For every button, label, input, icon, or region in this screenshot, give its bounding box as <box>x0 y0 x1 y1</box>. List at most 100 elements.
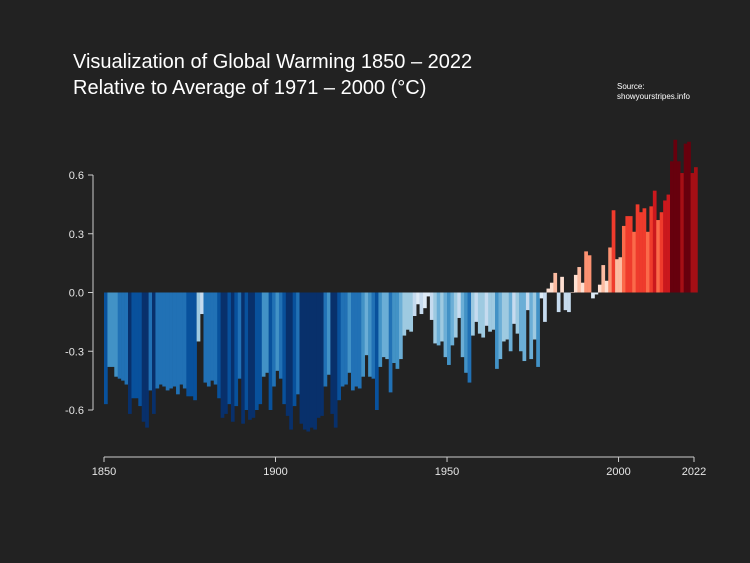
bar-1977 <box>539 292 544 299</box>
bar-1978 <box>543 292 547 322</box>
bar-1960 <box>481 292 486 338</box>
bar-1895 <box>258 292 263 405</box>
bar-1979 <box>546 288 551 293</box>
bar-1955 <box>464 292 468 373</box>
bar-1946 <box>433 292 438 344</box>
bar-1902 <box>282 292 287 405</box>
bar-1950 <box>447 292 451 365</box>
bar-2021 <box>690 173 695 293</box>
bar-1876 <box>193 292 197 401</box>
bar-1928 <box>371 292 376 379</box>
chart-title: Visualization of Global Warming 1850 – 2… <box>73 51 473 73</box>
y-tick-label: 0.3 <box>69 229 84 241</box>
bar-1919 <box>340 292 345 387</box>
bar-2000 <box>618 257 623 293</box>
bar-1974 <box>529 292 534 360</box>
bar-1869 <box>169 292 173 389</box>
x-axis: 1850 1900 1950 2000 2022 <box>92 456 706 478</box>
bar-1962 <box>488 292 492 332</box>
bar-1942 <box>419 292 424 315</box>
bar-1923 <box>354 292 359 387</box>
bar-2009 <box>649 206 654 293</box>
y-tick-label: -0.6 <box>65 405 84 417</box>
bar-1998 <box>611 210 616 293</box>
bar-1853 <box>114 292 119 377</box>
bar-1865 <box>155 292 160 389</box>
bar-1856 <box>124 292 129 385</box>
bar-1907 <box>299 292 304 424</box>
bar-1858 <box>131 292 136 399</box>
bar-1931 <box>381 292 386 358</box>
bar-1891 <box>244 292 249 410</box>
bar-2006 <box>639 212 643 293</box>
bar-1914 <box>323 292 328 387</box>
bar-1997 <box>608 247 612 293</box>
bar-1897 <box>265 292 269 373</box>
bar-1884 <box>220 292 225 418</box>
bar-2014 <box>666 194 671 293</box>
bar-1877 <box>196 292 201 342</box>
bar-1900 <box>275 292 280 371</box>
bar-1857 <box>128 292 132 414</box>
bar-1905 <box>292 292 297 407</box>
x-tick-label: 1950 <box>435 466 459 478</box>
bar-1932 <box>385 292 390 360</box>
bar-1973 <box>525 292 530 311</box>
bar-2001 <box>621 225 626 293</box>
bar-1899 <box>272 292 276 387</box>
bar-1985 <box>567 292 571 313</box>
bar-1860 <box>138 292 143 407</box>
bar-1930 <box>378 292 383 367</box>
bar-1909 <box>306 292 311 432</box>
bar-1994 <box>597 284 602 293</box>
bar-1951 <box>450 292 455 346</box>
bar-1972 <box>522 292 527 362</box>
bar-1898 <box>268 292 273 410</box>
bar-1893 <box>251 292 256 418</box>
bar-2002 <box>625 216 630 293</box>
bar-2017 <box>676 161 681 293</box>
bar-1870 <box>172 292 177 387</box>
bar-1992 <box>591 292 595 299</box>
bar-1961 <box>484 292 489 326</box>
y-tick-label: 0.0 <box>69 288 84 300</box>
bar-1926 <box>364 292 369 356</box>
bar-1915 <box>326 292 331 375</box>
bar-1953 <box>457 292 462 318</box>
bar-1986 <box>570 292 575 293</box>
bar-1886 <box>227 292 232 405</box>
bar-1990 <box>584 251 588 293</box>
bar-2007 <box>642 208 647 293</box>
bar-1964 <box>495 292 499 369</box>
bar-1871 <box>176 292 180 395</box>
bar-1904 <box>289 292 293 430</box>
bar-1878 <box>200 292 204 315</box>
bar-1939 <box>409 292 414 332</box>
bar-1938 <box>405 292 410 330</box>
bar-1943 <box>423 292 427 309</box>
bar-1941 <box>416 292 420 305</box>
bar-1852 <box>110 292 115 367</box>
bar-1936 <box>399 292 403 360</box>
bar-1910 <box>309 292 314 428</box>
bar-1863 <box>148 292 153 391</box>
bar-1940 <box>412 292 417 316</box>
bar-1881 <box>210 292 215 381</box>
bar-1958 <box>474 292 479 322</box>
bar-1949 <box>443 292 448 358</box>
bar-1933 <box>388 292 393 393</box>
bar-2003 <box>628 216 633 293</box>
bar-1956 <box>467 292 472 383</box>
bar-1924 <box>357 292 362 389</box>
bar-1901 <box>278 292 283 379</box>
bar-1867 <box>162 292 167 387</box>
bar-1988 <box>577 267 582 293</box>
bar-1875 <box>189 292 194 397</box>
bar-1913 <box>320 292 324 416</box>
bar-2015 <box>669 161 674 293</box>
bar-2016 <box>673 139 678 293</box>
bar-2008 <box>645 231 650 293</box>
bar-1903 <box>285 292 290 416</box>
bar-1980 <box>549 282 554 293</box>
bar-2005 <box>635 204 640 293</box>
